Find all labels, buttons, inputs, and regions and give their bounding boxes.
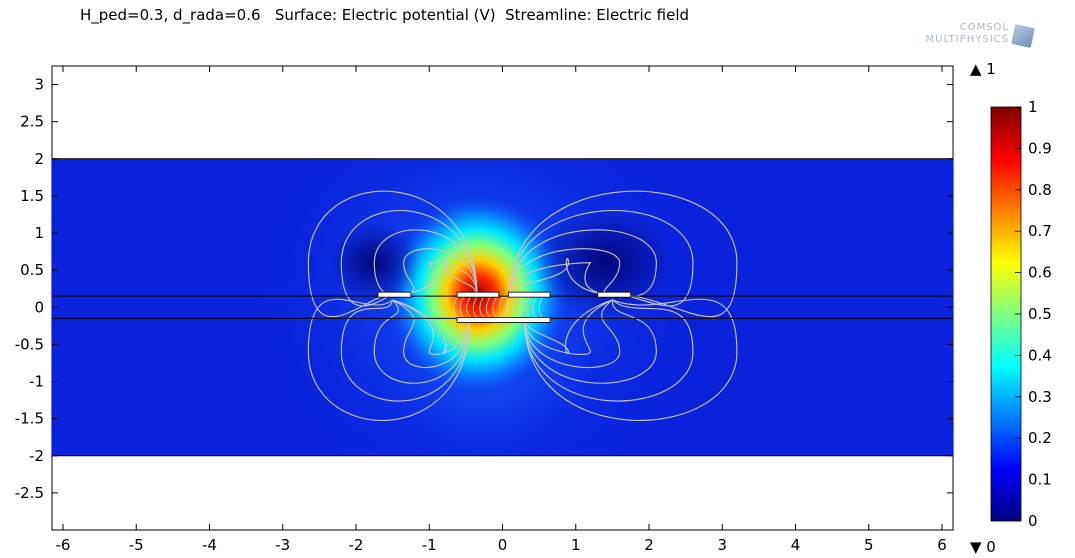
y-tick-label: 2.5 — [20, 113, 44, 131]
x-tick-label: 6 — [937, 536, 947, 554]
y-tick-label: -0.5 — [15, 335, 44, 353]
streamline-lower-left — [373, 299, 471, 384]
streamline-upper-left — [307, 190, 478, 318]
x-tick-label: -6 — [56, 536, 71, 554]
x-tick-label: 5 — [864, 536, 874, 554]
x-tick-label: 2 — [644, 536, 654, 554]
streamline-lower-right — [523, 299, 657, 384]
colorbar-tick-label: 0.1 — [1028, 471, 1052, 489]
colorbar-tick-label: 0.3 — [1028, 388, 1052, 406]
streamline-lower-right — [523, 299, 613, 355]
streamline-lower-right — [523, 298, 738, 422]
streamline-upper-right — [509, 257, 613, 296]
electrode-2 — [456, 291, 500, 298]
x-tick-label: -1 — [422, 536, 437, 554]
streamline-upper-left — [392, 262, 478, 296]
electrode-5 — [456, 317, 551, 323]
colorbar-tick-label: 0.8 — [1028, 181, 1052, 199]
x-tick-label: 3 — [717, 536, 727, 554]
colorbar-tick-label: 0.6 — [1028, 264, 1052, 282]
comsol-logo: COMSOL MULTIPHYSICS — [915, 22, 1035, 52]
colorbar-tick-label: 0.7 — [1028, 222, 1052, 240]
electrode-1 — [377, 291, 412, 298]
y-tick-label: 1.5 — [20, 187, 44, 205]
electrode-4 — [597, 291, 632, 298]
y-tick-label: 3 — [34, 76, 44, 94]
streamline-lower-right — [523, 299, 694, 402]
streamline-upper-left — [392, 248, 478, 296]
x-tick-label: -5 — [129, 536, 144, 554]
colorbar-tick-label: 0.4 — [1028, 346, 1052, 364]
y-tick-label: 1 — [34, 224, 44, 242]
colorbar-max-marker: ▲ 1 — [970, 60, 996, 78]
colorbar-tick-label: 0.9 — [1028, 139, 1052, 157]
y-tick-label: 2 — [34, 150, 44, 168]
potential-surface — [52, 158, 953, 456]
electrode-3 — [507, 291, 551, 298]
streamline-upper-right — [509, 209, 694, 307]
x-tick-label: 4 — [791, 536, 801, 554]
colorbar-min-marker: ▼ 0 — [970, 538, 996, 556]
x-tick-label: -3 — [275, 536, 290, 554]
y-tick-label: -1 — [29, 373, 44, 391]
colorbar-tick-label: 0.2 — [1028, 429, 1052, 447]
streamline-upper-left — [340, 209, 478, 307]
x-tick-label: -2 — [349, 536, 364, 554]
y-tick-label: -1.5 — [15, 410, 44, 428]
electrode-layer — [52, 158, 953, 457]
x-tick-label: -4 — [202, 536, 217, 554]
streamline-upper-right — [509, 248, 621, 296]
x-tick-label: 1 — [571, 536, 581, 554]
streamline-upper-right — [509, 262, 613, 296]
potential-low-region — [535, 207, 676, 318]
colorbar-tick-label: 0.5 — [1028, 305, 1052, 323]
y-tick-label: -2.5 — [15, 484, 44, 502]
logo-text-line2: MULTIPHYSICS — [925, 34, 1009, 45]
streamline-upper-right — [509, 190, 738, 318]
y-tick-label: -2 — [29, 447, 44, 465]
y-tick-label: 0.5 — [20, 261, 44, 279]
streamline-lower-left — [307, 298, 471, 421]
streamline-upper-left — [392, 257, 478, 296]
streamline-lower-left — [340, 299, 471, 402]
streamline-lower-left — [392, 299, 471, 356]
y-tick-label: 0 — [34, 298, 44, 316]
axes: -6 -5 -4 -3 -2 -1 0 1 2 3 4 5 6 3 2.5 2 1.5 1 0.5 0 -0.5 -1 -1… — [15, 66, 953, 554]
colorbar-ticks: 1 0.9 0.8 0.7 0.6 0.5 0.4 0.3 0.2 0.1 0 — [1015, 98, 1052, 530]
streamline-lower-right — [523, 299, 613, 355]
colorbar-tick-label: 1 — [1028, 98, 1038, 116]
colorbar-tick-label: 0 — [1028, 512, 1038, 530]
logo-text-line1: COMSOL — [959, 22, 1009, 33]
x-tick-label: 0 — [498, 536, 508, 554]
streamline-lower-left — [392, 299, 471, 355]
plot-title: H_ped=0.3, d_rada=0.6 Surface: Electric … — [80, 6, 690, 24]
streamline-lower-left — [392, 299, 471, 368]
